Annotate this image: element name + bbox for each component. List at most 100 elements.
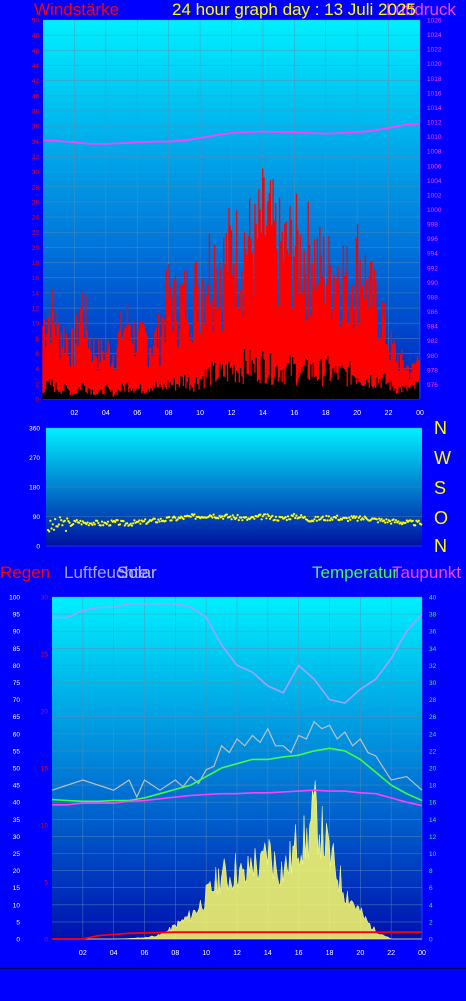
direction-point (260, 518, 263, 521)
hour-tick-label: 12 (228, 410, 236, 417)
direction-point (376, 521, 380, 524)
percent-tick-label: 35 (13, 817, 21, 824)
direction-point (130, 524, 134, 527)
direction-point (414, 524, 417, 527)
wind-tick-label: 4 (35, 366, 39, 373)
direction-tick-label: 180 (29, 485, 40, 492)
graph-title: 24 hour graph day : 13 Juli 2025 (172, 0, 416, 19)
direction-point (230, 518, 233, 521)
wind-tick-label: 46 (32, 48, 40, 55)
hour-tick-label: 22 (387, 950, 395, 957)
direction-point (232, 516, 236, 519)
percent-tick-label: 90 (13, 629, 21, 636)
direction-point (66, 517, 69, 520)
percent-tick-label: 20 (13, 868, 21, 875)
wind-tick-label: 34 (32, 139, 40, 146)
direction-point (298, 516, 302, 519)
hour-tick-label: 16 (290, 410, 298, 417)
direction-point (384, 521, 387, 524)
hour-tick-label: 00 (418, 950, 426, 957)
direction-point (164, 519, 167, 522)
direction-point (355, 515, 358, 518)
direction-point (193, 513, 196, 516)
direction-point (159, 517, 162, 520)
direction-point (72, 523, 75, 526)
direction-point (313, 518, 316, 521)
temperature-tick-label: 20 (429, 766, 437, 773)
pressure-tick-label: 990 (427, 280, 438, 287)
direction-point (292, 512, 296, 516)
direction-point (156, 521, 159, 524)
percent-tick-label: 25 (13, 851, 21, 858)
direction-point (229, 515, 232, 518)
direction-point (295, 514, 298, 517)
temperature-tick-label: 0 (429, 937, 433, 944)
temperature-tick-label: 2 (429, 919, 433, 926)
direction-point (286, 515, 290, 518)
temperature-tick-label: 22 (429, 748, 437, 755)
direction-point (236, 513, 239, 517)
wind-tick-label: 16 (32, 275, 40, 282)
direction-point (266, 513, 269, 516)
direction-point (411, 519, 414, 522)
hour-tick-label: 12 (233, 950, 241, 957)
pressure-tick-label: 1020 (427, 61, 442, 68)
direction-point (380, 518, 383, 521)
hour-tick-label: 14 (259, 410, 267, 417)
pressure-tick-label: 1014 (427, 105, 442, 112)
direction-tick-label: 0 (36, 544, 40, 551)
percent-tick-label: 0 (16, 937, 20, 944)
direction-point (362, 518, 365, 521)
direction-point (417, 519, 420, 522)
rain-tick-label: 5 (44, 880, 48, 887)
percent-tick-label: 75 (13, 680, 21, 687)
hour-tick-label: 20 (353, 410, 361, 417)
pressure-tick-label: 1002 (427, 192, 442, 199)
pressure-tick-label: 1016 (427, 90, 442, 97)
direction-point (348, 516, 351, 519)
direction-point (51, 523, 54, 526)
direction-point (106, 520, 110, 523)
direction-point (316, 515, 320, 518)
direction-point (399, 521, 402, 524)
wind-tick-label: 36 (32, 124, 40, 131)
direction-point (385, 518, 388, 521)
percent-tick-label: 85 (13, 646, 21, 653)
percent-tick-label: 45 (13, 783, 21, 790)
direction-point (378, 517, 381, 520)
direction-point (259, 513, 262, 516)
footer-strip (0, 968, 466, 1001)
direction-point (133, 519, 136, 522)
direction-point (326, 519, 329, 522)
hour-tick-label: 04 (102, 410, 110, 417)
weather-chart: 0510152025303540455055606570758085909510… (9, 595, 437, 958)
direction-point (390, 522, 393, 525)
hour-tick-label: 02 (79, 950, 87, 957)
wind-tick-label: 6 (35, 351, 39, 358)
direction-point (328, 519, 332, 522)
temperature-tick-label: 16 (429, 800, 437, 807)
direction-point (97, 521, 100, 525)
direction-point (231, 514, 234, 517)
pressure-tick-label: 982 (427, 338, 438, 345)
wind-tick-label: 18 (32, 260, 40, 267)
rain-tick-label: 30 (41, 595, 49, 602)
wind-tick-label: 20 (32, 245, 40, 252)
pressure-tick-label: 988 (427, 294, 438, 301)
direction-point (264, 513, 267, 516)
direction-point (222, 517, 225, 520)
rain-tick-label: 0 (44, 937, 48, 944)
direction-point (284, 516, 287, 519)
wind-tick-label: 42 (32, 78, 40, 85)
pressure-tick-label: 1024 (427, 32, 442, 39)
pressure-tick-label: 994 (427, 251, 438, 258)
percent-tick-label: 70 (13, 697, 21, 704)
direction-point (96, 519, 99, 522)
direction-point (352, 515, 356, 518)
direction-point (324, 519, 327, 522)
direction-point (138, 519, 141, 522)
direction-point (280, 516, 284, 519)
direction-point (285, 518, 288, 522)
direction-point (122, 520, 125, 523)
hour-tick-label: 08 (171, 950, 179, 957)
